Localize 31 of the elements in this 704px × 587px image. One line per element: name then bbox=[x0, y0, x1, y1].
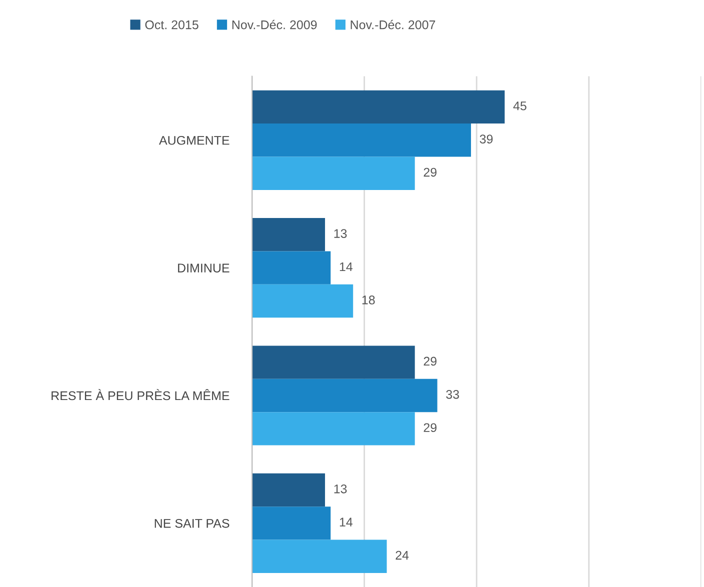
data-label: 13 bbox=[334, 484, 347, 494]
data-label: 29 bbox=[424, 356, 436, 366]
data-label: 29 bbox=[424, 168, 436, 177]
y-tick-label: RESTE À PEU PRÈS LA MÊME bbox=[52, 389, 230, 400]
bar bbox=[252, 284, 354, 318]
y-tick-label: DIMINUE bbox=[178, 264, 230, 272]
bar bbox=[252, 346, 415, 379]
bar bbox=[252, 218, 326, 252]
data-label: 14 bbox=[340, 518, 353, 526]
data-label: 39 bbox=[480, 134, 493, 144]
y-tick-label: NE SAIT PAS bbox=[154, 518, 230, 528]
data-label: 29 bbox=[424, 423, 436, 432]
data-label: 18 bbox=[362, 296, 375, 304]
bar bbox=[252, 473, 326, 507]
legend-label: Nov.-Déc. 2009 bbox=[232, 20, 317, 30]
bar bbox=[252, 540, 387, 573]
data-label: 33 bbox=[446, 390, 459, 399]
bar bbox=[252, 378, 438, 412]
legend-label: Nov.-Déc. 2007 bbox=[350, 20, 436, 30]
bar bbox=[252, 124, 471, 157]
bar bbox=[252, 506, 331, 540]
data-label: 13 bbox=[334, 229, 347, 238]
legend-label: Oct. 2015 bbox=[145, 20, 198, 30]
bar bbox=[252, 412, 415, 446]
y-tick-label: AUGMENTE bbox=[158, 136, 230, 145]
bar bbox=[252, 251, 331, 284]
data-label: 24 bbox=[396, 550, 409, 560]
bar bbox=[252, 90, 505, 124]
bar bbox=[252, 156, 415, 190]
data-label: 45 bbox=[513, 102, 526, 110]
data-label: 14 bbox=[340, 262, 353, 272]
